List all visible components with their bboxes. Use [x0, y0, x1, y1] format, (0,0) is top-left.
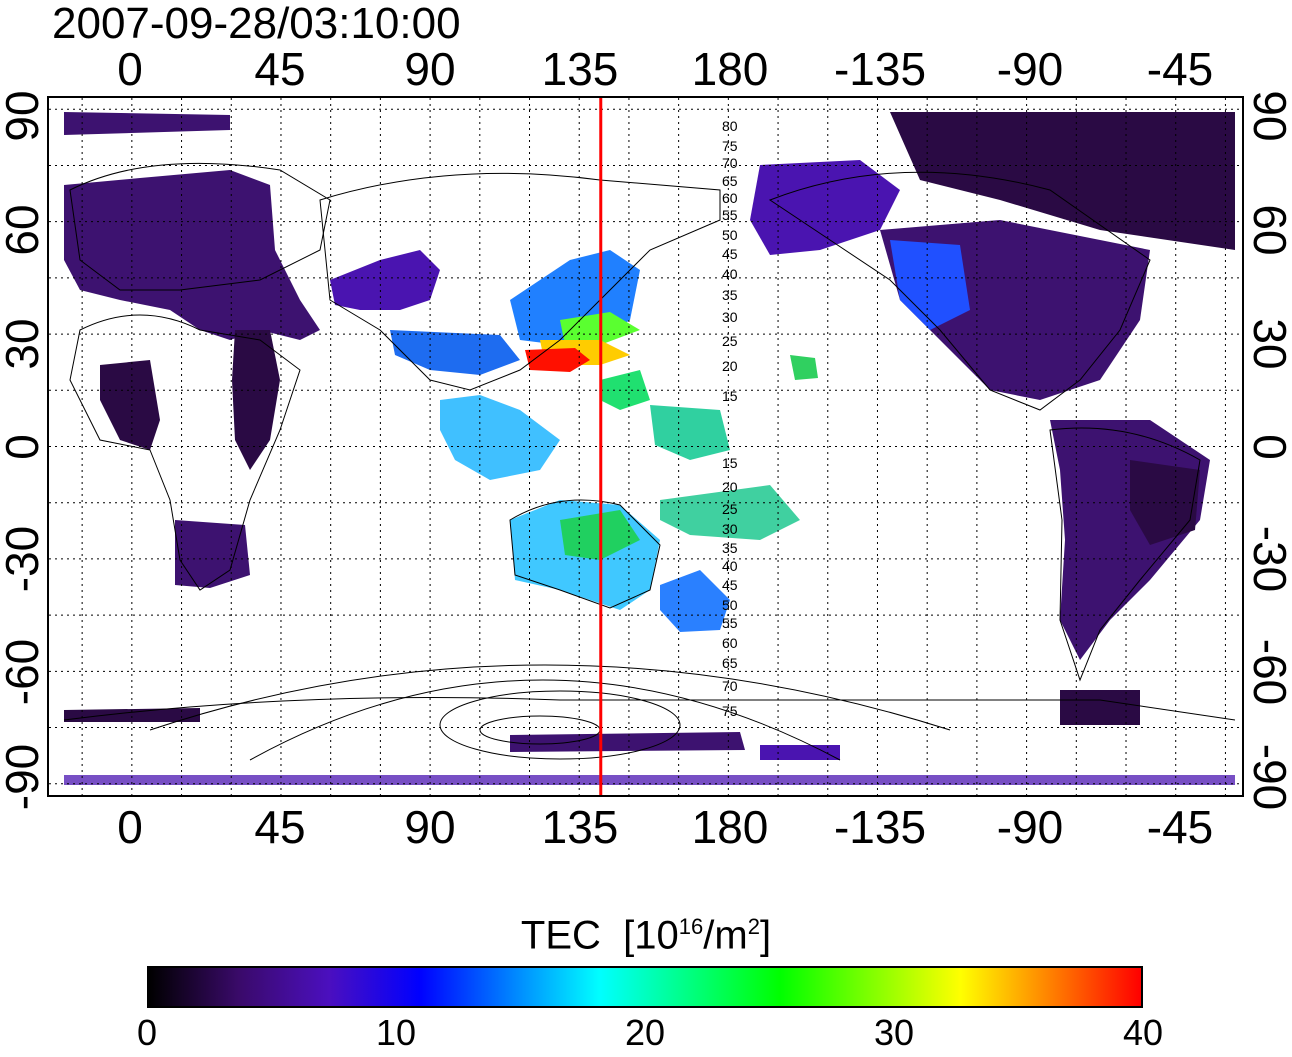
contour-label: 45: [722, 246, 738, 262]
coastline-south-america: [1049, 427, 1201, 682]
contour-label: 40: [722, 558, 738, 574]
contour-label: 65: [722, 173, 738, 189]
top-lon-tick: -135: [833, 43, 927, 95]
top-lon-tick: 45: [254, 43, 306, 95]
contour-label: 15: [722, 455, 738, 471]
colorbar-tick: 30: [873, 1012, 915, 1053]
tec-region-east-africa: [232, 330, 280, 470]
contour-labels-north: 80 75 70 65 60 55 50 45 40 35 30 25 20 1…: [722, 118, 738, 404]
contour-label: 35: [722, 540, 738, 556]
contour-label: 30: [722, 309, 738, 325]
top-lon-tick: 180: [691, 43, 769, 95]
contour-label: 55: [722, 615, 738, 631]
top-lon-tick: 0: [117, 43, 143, 95]
tec-region-west-africa: [100, 360, 160, 450]
colorbar-tick: 0: [136, 1012, 158, 1053]
top-lon-tick: -90: [996, 43, 1064, 95]
bottom-lon-tick: 180: [691, 801, 769, 853]
colorbar-tick: 40: [1122, 1012, 1164, 1053]
map-frame: [47, 96, 1244, 797]
tec-region-china-south: [390, 330, 520, 375]
tec-region-na-blue: [890, 240, 970, 330]
tec-region-antarctic-strip-2: [760, 745, 840, 760]
contour-label: 75: [722, 138, 738, 154]
tec-region-north-strip: [64, 112, 230, 135]
contour-label: 60: [722, 190, 738, 206]
contour-label: 25: [722, 333, 738, 349]
bottom-lon-tick: -45: [1146, 801, 1214, 853]
bottom-lon-tick: 0: [117, 801, 143, 853]
bottom-lon-tick: -135: [833, 801, 927, 853]
colorbar-unit-mid: /m: [703, 913, 748, 958]
tec-region-antarctic-strip-3: [64, 775, 1235, 785]
timestamp-title: 2007-09-28/03:10:00: [52, 0, 461, 48]
coastlines: [63, 162, 1236, 721]
coastline-australia: [509, 499, 661, 609]
tec-region-antarctic-strip-5: [1060, 690, 1140, 725]
contour-label: 20: [722, 479, 738, 495]
contour-label: 75: [722, 703, 738, 719]
tec-region-eurasia: [64, 170, 320, 340]
contour-label: 80: [722, 118, 738, 134]
tec-region-south-pacific: [660, 485, 800, 540]
contour-label: 40: [722, 266, 738, 282]
bottom-lon-tick: 90: [404, 801, 456, 853]
colorbar-title: TEC [1016/m2]: [0, 905, 1292, 957]
colorbar: [147, 966, 1143, 1008]
tec-region-hawaii: [790, 355, 818, 380]
coastline-europe: [69, 162, 331, 291]
contour-label: 65: [722, 655, 738, 671]
tec-region-arctic-canada: [890, 112, 1235, 250]
contour-label: 55: [722, 207, 738, 223]
coastline-antarctica: [63, 697, 1236, 721]
contour-label: 45: [722, 577, 738, 593]
contour-label: 50: [722, 597, 738, 613]
coastline-north-america: [768, 171, 1151, 411]
contour-label: 70: [722, 155, 738, 171]
contour-label: 20: [722, 358, 738, 374]
tec-region-central-asia: [330, 250, 440, 310]
contour-label: 30: [722, 521, 738, 537]
contour-curve: [149, 664, 951, 731]
colorbar-unit-exponent-2: 2: [747, 914, 760, 939]
bottom-lon-tick: 45: [254, 801, 306, 853]
tec-region-alaska: [750, 160, 900, 255]
colorbar-unit-end: ]: [759, 913, 772, 958]
coastline-africa: [69, 314, 301, 591]
contour-label: 35: [722, 287, 738, 303]
contour-label: 50: [722, 227, 738, 243]
contour-label: 60: [722, 635, 738, 651]
colorbar-title-main: TEC: [520, 913, 601, 958]
colorbar-tick: 10: [375, 1012, 417, 1053]
contour-label: 25: [722, 501, 738, 517]
tec-region-antarctic-strip-4: [64, 708, 200, 722]
coastline-asia: [319, 172, 721, 391]
tec-region-antarctic-strip-1: [510, 732, 745, 752]
bottom-lon-tick: -90: [996, 801, 1064, 853]
top-lon-tick: 135: [541, 43, 619, 95]
contour-labels-south: 15 20 25 30 35 40 45 50 55 60 65 70 75: [722, 455, 738, 719]
bottom-lon-tick: 135: [541, 801, 619, 853]
colorbar-unit-exponent: 16: [678, 914, 704, 939]
contour-label: 15: [722, 388, 738, 404]
contour-curve: [249, 679, 841, 761]
contour-ellipse-outer: [439, 690, 681, 760]
contour-label: 70: [722, 678, 738, 694]
top-lon-tick: 90: [404, 43, 456, 95]
colorbar-tick: 20: [624, 1012, 666, 1053]
top-lon-tick: -45: [1146, 43, 1214, 95]
tec-data-layer: [64, 112, 1235, 785]
tec-region-new-zealand: [660, 570, 730, 632]
colorbar-unit-base: [10: [623, 913, 679, 958]
